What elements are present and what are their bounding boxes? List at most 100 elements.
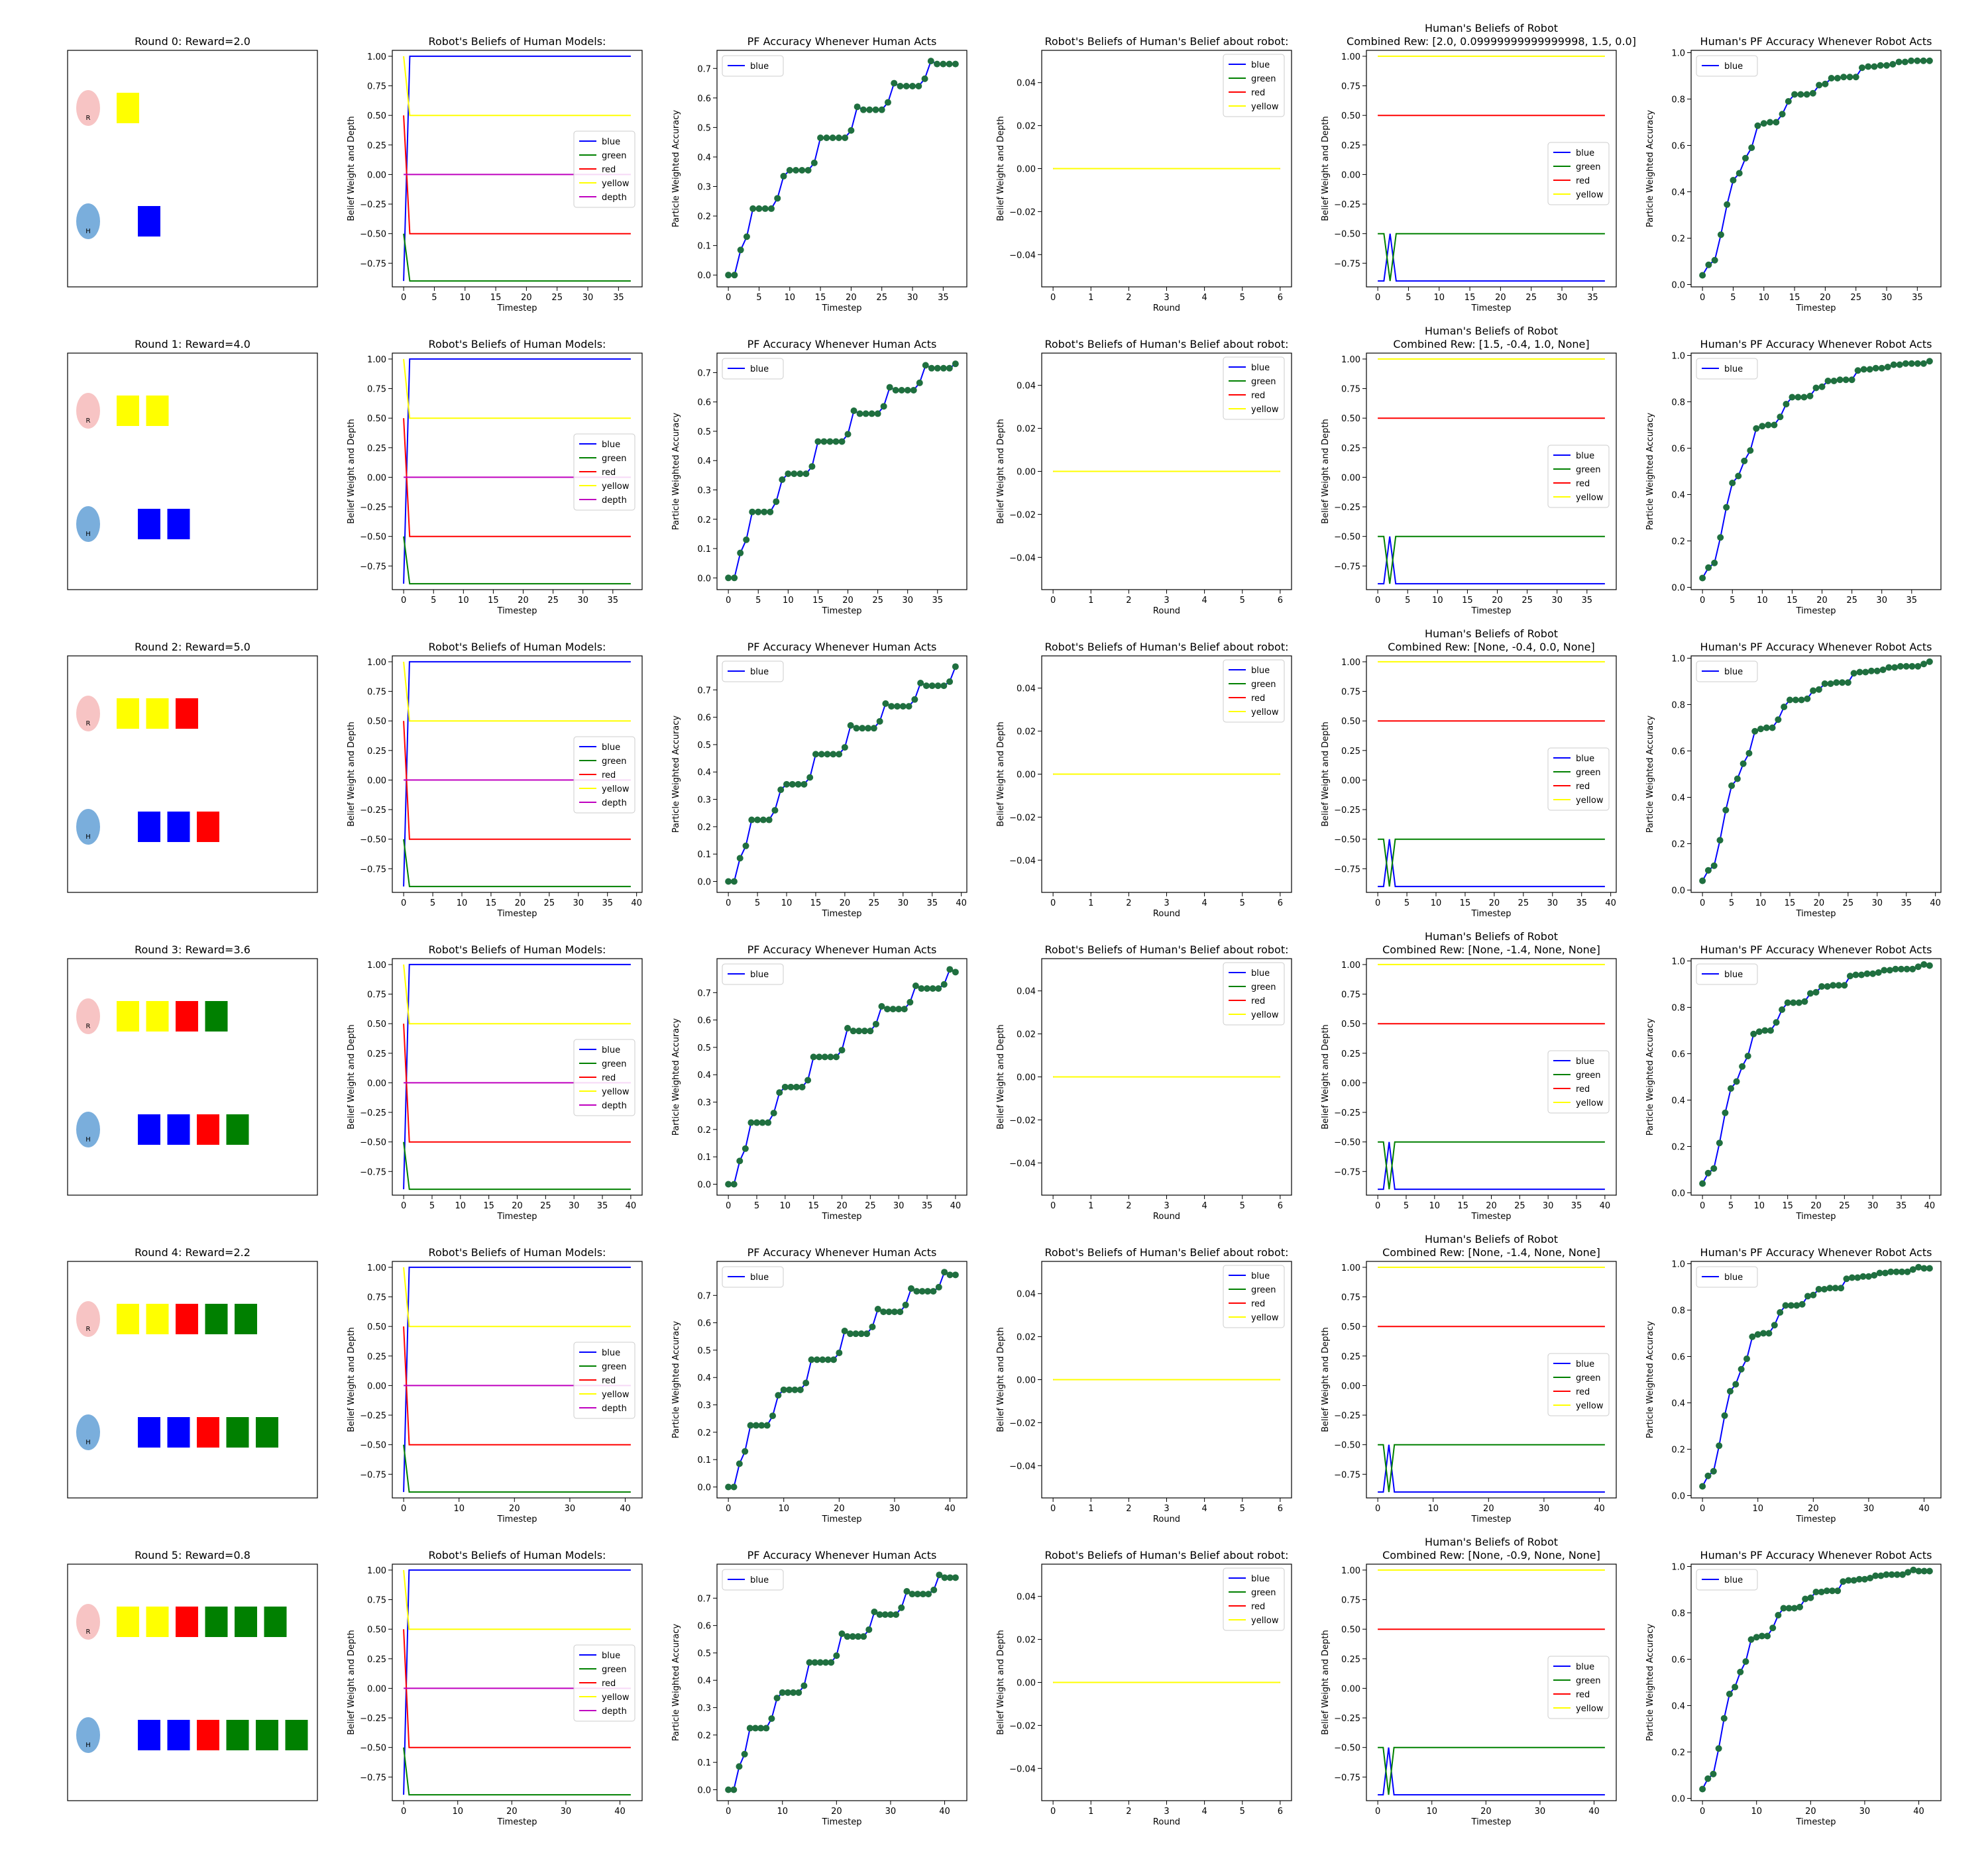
pf-human-point (928, 364, 935, 372)
human-block-green (285, 1720, 308, 1750)
pf-human-point (737, 246, 744, 254)
belief-of-robot-legend-label-blue: blue (1576, 754, 1594, 764)
pf-human-point (768, 1715, 775, 1722)
pf-human-ytick-label: 0.5 (697, 1043, 711, 1053)
pf-robot-point (1779, 1006, 1786, 1013)
pf-robot-point (1699, 1180, 1706, 1187)
pf-robot-point (1883, 1571, 1890, 1578)
pf-human-ytick-label: 0.6 (697, 398, 711, 408)
belief-human-xlabel: Timestep (497, 1817, 537, 1827)
pf-robot-point (1793, 1302, 1800, 1309)
belief-human-xtick-label: 10 (458, 596, 469, 606)
pf-human-ylabel: Particle Weighted Accuracy (671, 1321, 681, 1438)
pf-robot-point (1809, 89, 1816, 97)
pf-human-ytick-label: 0.1 (697, 242, 711, 252)
belief-human-xtick-label: 25 (551, 293, 563, 303)
belief-human-xtick-label: 20 (506, 1807, 518, 1817)
pf-robot-xlabel: Timestep (1796, 303, 1836, 313)
pf-human-xtick-label: 10 (778, 1504, 789, 1514)
belief-robot-ytick-label: 0.02 (1017, 122, 1036, 132)
belief-human-legend-label-green: green (602, 454, 627, 464)
pf-human-plot-area (716, 655, 967, 893)
pf-human-xtick-label: 25 (876, 293, 887, 303)
pf-human-ytick-label: 0.7 (697, 988, 711, 998)
pf-human-xtick-label: 20 (840, 898, 851, 908)
belief-human-ytick-label: −0.50 (360, 1744, 386, 1754)
belief-of-robot-ytick-label: 0.25 (1341, 1049, 1360, 1059)
pf-robot-point (1781, 704, 1788, 710)
pf-robot-point (1824, 378, 1832, 384)
chart-title: Human's Beliefs of Robot (1425, 1233, 1558, 1246)
pf-robot-point (1775, 1612, 1782, 1618)
belief-robot-xtick-label: 6 (1278, 1504, 1283, 1514)
pf-robot-point (1885, 664, 1893, 671)
pf-robot-xtick-label: 0 (1700, 898, 1705, 908)
pf-robot-ylabel: Particle Weighted Accuracy (1645, 110, 1655, 227)
belief-robot-xtick-label: 3 (1164, 1201, 1169, 1211)
belief-of-robot-ytick-label: 0.25 (1341, 747, 1360, 757)
pf-human-point (812, 751, 819, 758)
pf-human-point (895, 1006, 903, 1013)
belief-of-robot-ytick-label: −0.75 (1334, 1773, 1360, 1783)
pf-robot-xtick-label: 10 (1754, 1201, 1765, 1211)
belief-human-xtick-label: 35 (597, 1201, 608, 1211)
belief-human-legend-label-depth: depth (602, 496, 627, 505)
pf-human-point (844, 1025, 852, 1032)
pf-human-ytick-label: 0.2 (697, 1126, 711, 1136)
belief-human-ytick-label: 0.00 (367, 1684, 386, 1694)
robot-marker (76, 1604, 100, 1640)
pf-robot-point (1736, 170, 1743, 177)
belief-human-legend-label-red: red (602, 1679, 616, 1689)
pf-human-point (829, 134, 836, 141)
chart-title: Human's Beliefs of Robot (1425, 930, 1558, 943)
belief-robot-ytick-label: 0.04 (1017, 382, 1036, 392)
pf-human-point (924, 985, 931, 992)
chart-title: Robot's Beliefs of Human Models: (429, 943, 606, 956)
pf-robot-ylabel: Particle Weighted Accuracy (1645, 1018, 1655, 1136)
pf-human-point (761, 205, 769, 212)
pf-human-xtick-label: 25 (865, 1201, 876, 1211)
human-block-red (197, 1720, 219, 1750)
belief-human-legend-label-depth: depth (602, 1404, 627, 1414)
pf-robot-point (1716, 1442, 1723, 1450)
pf-robot-point (1730, 177, 1737, 184)
pf-human-point (759, 816, 767, 823)
pf-human-xtick-label: 40 (956, 898, 967, 908)
pf-human-point (925, 1591, 932, 1598)
belief-of-robot-xtick-label: 10 (1426, 1807, 1437, 1817)
pf-robot-ytick-label: 0.2 (1671, 1143, 1685, 1153)
robot-block-red (176, 1607, 198, 1637)
pf-human-point (797, 470, 804, 478)
pf-robot-ytick-label: 1.0 (1671, 49, 1685, 59)
pf-robot-point (1890, 361, 1897, 368)
pf-robot-xtick-label: 10 (1758, 293, 1769, 303)
pf-robot-point (1860, 366, 1867, 373)
pf-human-point (806, 774, 814, 781)
belief-of-robot-xtick-label: 25 (1518, 898, 1529, 908)
pf-human-ytick-label: 0.0 (697, 1180, 711, 1190)
pf-robot-point (1798, 1300, 1806, 1308)
pf-human-xtick-label: 35 (922, 1201, 933, 1211)
chart-subtitle: Combined Rew: [2.0, 0.09999999999999998,… (1347, 35, 1636, 48)
pf-human-point (771, 807, 779, 814)
pf-robot-xtick-label: 30 (1881, 293, 1893, 303)
pf-robot-point (1779, 111, 1786, 118)
belief-of-robot-xtick-label: 25 (1521, 596, 1533, 606)
pf-robot-xtick-label: 20 (1808, 1504, 1819, 1514)
pf-human-point (946, 966, 954, 973)
pf-human-point (801, 780, 808, 788)
belief-robot-ytick-label: 0.02 (1017, 1030, 1036, 1040)
pf-human-point (892, 386, 899, 394)
belief-human-ytick-label: −0.75 (360, 1470, 386, 1480)
pf-human-point (763, 1724, 770, 1732)
pf-human-legend-label-blue: blue (750, 667, 769, 677)
line-blue (1378, 1141, 1605, 1191)
belief-robot-legend-label-blue: blue (1251, 363, 1270, 373)
chart-title: Human's PF Accuracy Whenever Robot Acts (1700, 641, 1932, 653)
belief-robot-ytick-label: −0.04 (1009, 553, 1036, 563)
human-block-blue (138, 1720, 160, 1750)
line-blue (403, 661, 631, 887)
pf-robot-point (1729, 480, 1736, 486)
pf-robot-point (1881, 1269, 1889, 1277)
pf-human-point (813, 1356, 820, 1363)
